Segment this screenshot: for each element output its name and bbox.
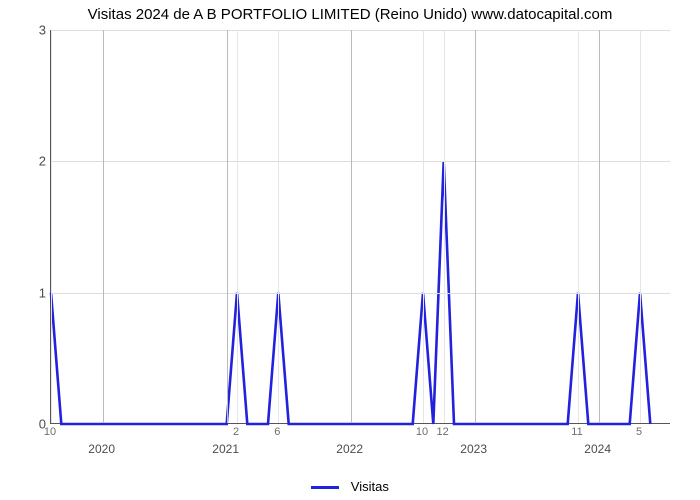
gridline-v-minor bbox=[237, 30, 238, 423]
gridline-v-major bbox=[103, 30, 104, 423]
legend: Visitas bbox=[0, 479, 700, 494]
gridline-v-major bbox=[227, 30, 228, 423]
x-minor-label: 10 bbox=[44, 426, 56, 438]
x-major-label: 2020 bbox=[88, 442, 115, 456]
x-minor-label: 12 bbox=[437, 426, 449, 438]
chart-title: Visitas 2024 de A B PORTFOLIO LIMITED (R… bbox=[0, 0, 700, 28]
gridline-v-minor bbox=[578, 30, 579, 423]
x-minor-label: 6 bbox=[274, 426, 280, 438]
x-major-label: 2022 bbox=[336, 442, 363, 456]
gridline-v-minor bbox=[640, 30, 641, 423]
x-major-label: 2021 bbox=[212, 442, 239, 456]
gridline-v-minor bbox=[444, 30, 445, 423]
gridline-v-minor bbox=[51, 30, 52, 423]
y-tick-label: 1 bbox=[22, 285, 46, 300]
gridline-v-major bbox=[351, 30, 352, 423]
y-tick-label: 0 bbox=[22, 417, 46, 432]
x-minor-label: 5 bbox=[636, 426, 642, 438]
gridline-v-major bbox=[599, 30, 600, 423]
x-minor-label: 2 bbox=[233, 426, 239, 438]
chart-area: 01232020202120222023202410261012115 bbox=[50, 30, 670, 440]
gridline-v-minor bbox=[278, 30, 279, 423]
plot-area bbox=[50, 30, 670, 424]
y-tick-label: 3 bbox=[22, 23, 46, 38]
x-minor-label: 10 bbox=[416, 426, 428, 438]
x-major-label: 2024 bbox=[584, 442, 611, 456]
legend-swatch bbox=[311, 486, 339, 489]
y-tick-label: 2 bbox=[22, 154, 46, 169]
gridline-v-major bbox=[475, 30, 476, 423]
legend-label: Visitas bbox=[351, 479, 389, 494]
x-major-label: 2023 bbox=[460, 442, 487, 456]
gridline-v-minor bbox=[423, 30, 424, 423]
x-minor-label: 11 bbox=[571, 426, 582, 438]
